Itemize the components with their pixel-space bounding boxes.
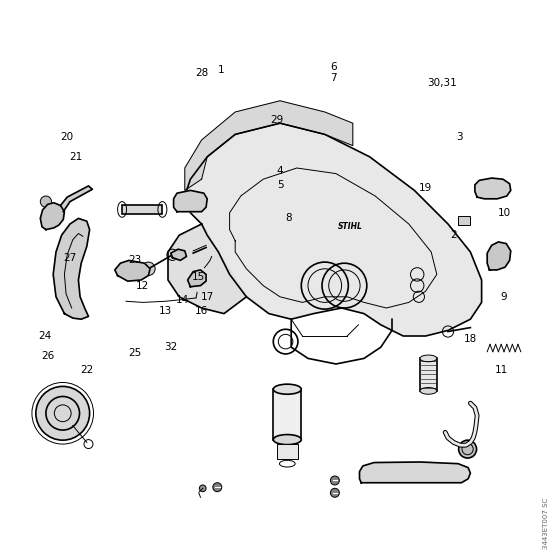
Ellipse shape bbox=[273, 384, 301, 394]
Bar bbox=[199, 196, 203, 208]
Text: 12: 12 bbox=[136, 281, 150, 291]
Polygon shape bbox=[185, 101, 353, 190]
Text: 2: 2 bbox=[450, 230, 457, 240]
Text: 3: 3 bbox=[456, 132, 463, 142]
Text: 27: 27 bbox=[63, 253, 77, 263]
Polygon shape bbox=[168, 224, 246, 314]
Text: 30,31: 30,31 bbox=[427, 78, 458, 88]
Bar bbox=[186, 196, 190, 208]
Text: 10: 10 bbox=[497, 208, 511, 218]
Bar bbox=[277, 444, 298, 459]
Bar bbox=[179, 196, 183, 208]
Polygon shape bbox=[360, 462, 470, 483]
Text: 8: 8 bbox=[285, 213, 292, 223]
Text: 21: 21 bbox=[69, 152, 82, 162]
Polygon shape bbox=[60, 186, 92, 212]
Text: 5: 5 bbox=[277, 180, 283, 190]
Bar bbox=[193, 196, 197, 208]
Circle shape bbox=[330, 488, 339, 497]
Text: 25: 25 bbox=[128, 348, 141, 358]
Text: 11: 11 bbox=[494, 365, 508, 375]
Text: 20: 20 bbox=[60, 132, 74, 142]
Text: 17: 17 bbox=[200, 292, 214, 302]
Bar bbox=[420, 358, 437, 391]
Text: 19: 19 bbox=[419, 183, 432, 193]
Bar bbox=[273, 389, 301, 440]
Circle shape bbox=[199, 485, 206, 492]
Polygon shape bbox=[185, 123, 482, 336]
Circle shape bbox=[142, 262, 155, 276]
Text: STIHL: STIHL bbox=[338, 222, 362, 231]
Ellipse shape bbox=[273, 435, 301, 445]
Text: 29: 29 bbox=[270, 115, 284, 125]
Polygon shape bbox=[174, 190, 207, 212]
Text: 15: 15 bbox=[192, 272, 206, 282]
Polygon shape bbox=[171, 249, 186, 260]
Bar bbox=[458, 216, 470, 225]
Polygon shape bbox=[115, 260, 150, 281]
Text: 32: 32 bbox=[164, 342, 178, 352]
Text: 23: 23 bbox=[128, 255, 141, 265]
Text: 3443ET007 SC: 3443ET007 SC bbox=[543, 497, 549, 549]
Bar bbox=[122, 205, 162, 214]
Text: 24: 24 bbox=[38, 331, 52, 341]
Circle shape bbox=[36, 386, 90, 440]
Text: 14: 14 bbox=[175, 295, 189, 305]
Text: 22: 22 bbox=[80, 365, 94, 375]
Ellipse shape bbox=[420, 388, 437, 394]
Circle shape bbox=[40, 196, 52, 207]
Text: 1: 1 bbox=[218, 65, 225, 75]
Polygon shape bbox=[40, 203, 64, 230]
Text: 9: 9 bbox=[501, 292, 507, 302]
Polygon shape bbox=[188, 270, 206, 287]
Text: 26: 26 bbox=[41, 351, 54, 361]
Circle shape bbox=[213, 483, 222, 492]
Polygon shape bbox=[487, 242, 511, 270]
Circle shape bbox=[459, 440, 477, 458]
Text: 16: 16 bbox=[195, 306, 208, 316]
Polygon shape bbox=[475, 178, 511, 199]
Circle shape bbox=[330, 476, 339, 485]
Text: 18: 18 bbox=[464, 334, 477, 344]
Text: 7: 7 bbox=[330, 73, 337, 83]
Ellipse shape bbox=[420, 355, 437, 362]
Text: 28: 28 bbox=[195, 68, 208, 78]
Text: 4: 4 bbox=[277, 166, 283, 176]
Text: 13: 13 bbox=[158, 306, 172, 316]
Polygon shape bbox=[53, 218, 90, 319]
Text: 6: 6 bbox=[330, 62, 337, 72]
